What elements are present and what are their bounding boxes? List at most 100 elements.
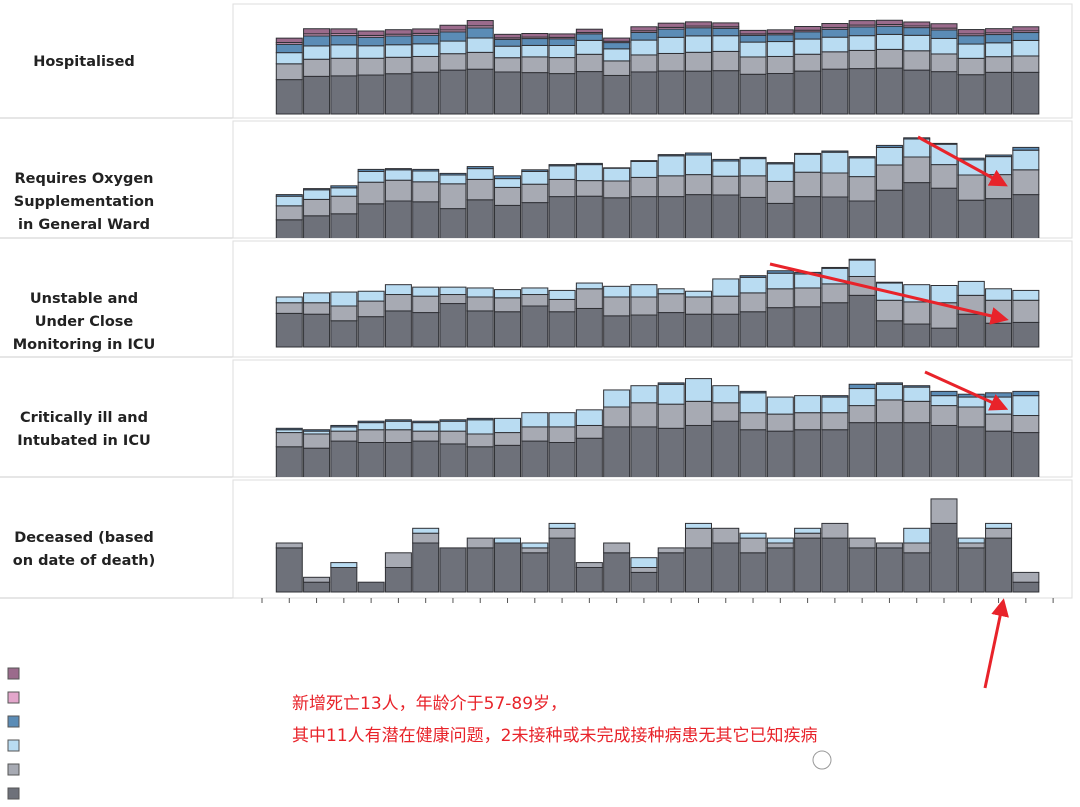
bar-segment bbox=[657, 36, 685, 54]
bar-segment bbox=[930, 37, 958, 55]
bar-segment bbox=[821, 36, 849, 53]
bar-segment bbox=[630, 26, 658, 32]
bar-segment bbox=[903, 552, 931, 593]
bar-segment bbox=[821, 429, 849, 477]
bar-segment bbox=[1012, 299, 1040, 323]
bar-segment bbox=[739, 429, 767, 477]
bar-segment bbox=[957, 406, 985, 428]
bar-segment bbox=[684, 51, 712, 72]
bar-segment bbox=[794, 532, 822, 539]
bar-segment bbox=[603, 197, 631, 238]
bar-segment bbox=[985, 154, 1013, 158]
bar-segment bbox=[875, 320, 903, 348]
bar-segment bbox=[957, 280, 985, 296]
bar-segment bbox=[930, 405, 958, 426]
bar-segment bbox=[1012, 571, 1040, 583]
bar-segment bbox=[466, 417, 494, 421]
bar-segment bbox=[848, 294, 876, 348]
bar-segment bbox=[330, 57, 358, 77]
bar-segment bbox=[548, 426, 576, 444]
bar-segment bbox=[630, 567, 658, 573]
bar-segment bbox=[439, 430, 467, 445]
bar-segment bbox=[712, 158, 740, 162]
bar-segment bbox=[903, 50, 931, 71]
panel-title-line: Monitoring in ICU bbox=[13, 337, 156, 353]
bar-segment bbox=[848, 422, 876, 477]
bar-segment bbox=[303, 581, 331, 593]
bar-segment bbox=[794, 412, 822, 431]
bar-segment bbox=[384, 200, 412, 238]
bar-segment bbox=[521, 183, 549, 204]
bar-segment bbox=[985, 522, 1013, 529]
bar-segment bbox=[794, 31, 822, 40]
bar-segment bbox=[275, 302, 303, 314]
bar-segment bbox=[875, 382, 903, 385]
bar-segment bbox=[303, 188, 331, 191]
bar-segment bbox=[794, 171, 822, 198]
bar-segment bbox=[930, 29, 958, 39]
bar-segment bbox=[684, 154, 712, 176]
bar-segment bbox=[848, 547, 876, 593]
bar-segment bbox=[848, 258, 876, 261]
bar-segment bbox=[821, 522, 849, 539]
panel-bars bbox=[275, 137, 1040, 238]
bar-segment bbox=[985, 34, 1013, 44]
bar-segment bbox=[848, 200, 876, 238]
bar-segment bbox=[985, 174, 1013, 200]
bar-segment bbox=[1012, 321, 1040, 348]
bar-segment bbox=[548, 38, 576, 46]
bar-segment bbox=[412, 28, 440, 34]
bar-segment bbox=[657, 383, 685, 405]
bar-segment bbox=[521, 426, 549, 442]
bar-segment bbox=[848, 157, 876, 178]
bar-segment bbox=[657, 70, 685, 115]
bar-segment bbox=[275, 37, 303, 44]
bar-segment bbox=[466, 446, 494, 477]
bar-segment bbox=[357, 45, 385, 59]
bar-segment bbox=[630, 160, 658, 162]
bar-segment bbox=[494, 417, 522, 434]
bar-segment bbox=[303, 292, 331, 304]
bar-segment bbox=[330, 291, 358, 307]
bar-segment bbox=[275, 446, 303, 477]
bar-segment bbox=[985, 413, 1013, 432]
bar-segment bbox=[630, 296, 658, 316]
bar-segment bbox=[875, 19, 903, 25]
bar-segment bbox=[957, 174, 985, 201]
bar-segment bbox=[1012, 146, 1040, 151]
bar-segment bbox=[848, 68, 876, 115]
bar-segment bbox=[412, 43, 440, 57]
bar-segment bbox=[875, 33, 903, 50]
bar-segment bbox=[957, 426, 985, 477]
bar-segment bbox=[630, 314, 658, 348]
bar-segment bbox=[439, 443, 467, 477]
bar-segment bbox=[657, 154, 685, 157]
bar-segment bbox=[657, 28, 685, 38]
bar-segment bbox=[603, 552, 631, 593]
bar-segment bbox=[739, 73, 767, 115]
bar-segment bbox=[848, 20, 876, 26]
bar-segment bbox=[575, 567, 603, 593]
bar-segment bbox=[575, 180, 603, 197]
bar-segment bbox=[712, 160, 740, 177]
bar-segment bbox=[930, 164, 958, 189]
bar-segment bbox=[712, 527, 740, 544]
bar-segment bbox=[357, 57, 385, 76]
bar-segment bbox=[712, 402, 740, 422]
plot-area bbox=[232, 479, 1073, 599]
bar-segment bbox=[412, 420, 440, 424]
bar-segment bbox=[930, 187, 958, 238]
bar-segment bbox=[766, 163, 794, 182]
bar-segment bbox=[794, 153, 822, 173]
bar-segment bbox=[657, 196, 685, 238]
bar-segment bbox=[384, 552, 412, 568]
legend-swatch bbox=[7, 739, 20, 752]
bar-segment bbox=[1012, 581, 1040, 593]
bar-segment bbox=[630, 160, 658, 178]
bar-segment bbox=[384, 35, 412, 46]
bar-segment bbox=[384, 420, 412, 431]
bar-segment bbox=[412, 71, 440, 115]
bar-segment bbox=[657, 382, 685, 385]
bar-segment bbox=[794, 152, 822, 155]
bar-segment bbox=[684, 152, 712, 156]
